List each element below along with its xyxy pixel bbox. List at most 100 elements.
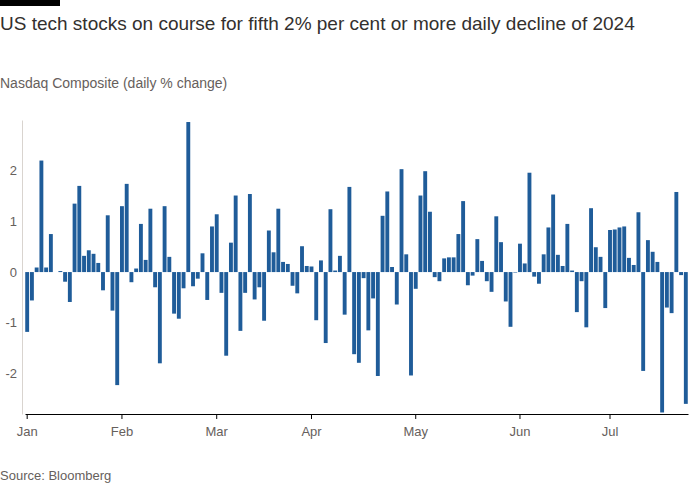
- bar: [509, 272, 513, 327]
- bar: [234, 196, 238, 273]
- bar: [96, 263, 100, 272]
- bar: [144, 260, 148, 272]
- bar: [253, 272, 257, 299]
- bar: [632, 265, 636, 272]
- x-tick: Feb: [111, 414, 133, 439]
- bar: [594, 247, 598, 272]
- bar: [461, 201, 465, 272]
- bar: [613, 229, 617, 272]
- bar: [49, 234, 53, 272]
- y-axis: -2-1012: [5, 121, 22, 415]
- bar: [139, 224, 143, 272]
- x-tick-mark: [121, 414, 122, 419]
- bar: [423, 171, 427, 272]
- bar: [428, 212, 432, 272]
- bar: [343, 272, 347, 315]
- bar: [409, 272, 413, 375]
- bar: [134, 269, 138, 273]
- bar: [371, 272, 375, 298]
- bar: [129, 272, 133, 282]
- x-axis: JanFebMarAprMayJunJul: [17, 414, 689, 439]
- bar: [257, 272, 261, 287]
- bar: [542, 254, 546, 272]
- bar: [523, 263, 527, 272]
- bar: [357, 272, 361, 363]
- bar: [475, 239, 479, 272]
- bar: [224, 272, 228, 356]
- bar: [603, 272, 607, 308]
- bar: [684, 272, 688, 404]
- bar: [646, 240, 650, 272]
- x-tick: Jul: [602, 414, 619, 439]
- bar: [262, 272, 266, 321]
- bar: [518, 244, 522, 272]
- x-tick: Apr: [301, 414, 322, 439]
- bar: [63, 272, 67, 282]
- bar: [674, 192, 678, 272]
- bar: [480, 261, 484, 272]
- bar: [324, 272, 328, 343]
- bar: [182, 272, 186, 288]
- bar: [651, 252, 655, 272]
- bar: [366, 272, 370, 330]
- bar: [73, 204, 77, 272]
- x-tick-label: Apr: [301, 424, 322, 439]
- bar: [295, 272, 299, 293]
- bar: [599, 257, 603, 272]
- bar: [300, 246, 304, 272]
- bar: [622, 226, 626, 272]
- bar: [276, 209, 280, 272]
- bar: [655, 262, 659, 272]
- bar: [177, 272, 181, 319]
- bar: [77, 186, 81, 272]
- bar: [471, 272, 475, 276]
- bar: [111, 272, 115, 311]
- bar: [395, 272, 399, 304]
- y-tick: -2: [5, 366, 22, 381]
- y-tick: 2: [10, 163, 22, 178]
- bar: [120, 206, 124, 272]
- bar: [494, 216, 498, 272]
- bar: [82, 256, 86, 272]
- x-tick-mark: [216, 414, 217, 419]
- bar: [376, 272, 380, 376]
- bar: [352, 272, 356, 354]
- bar: [101, 272, 105, 290]
- x-tick-mark: [311, 414, 312, 419]
- bar: [25, 272, 29, 332]
- bar: [636, 212, 640, 272]
- bar: [565, 224, 569, 272]
- bar: [584, 272, 588, 327]
- y-tick: 0: [10, 265, 22, 280]
- title: US tech stocks on course for fifth 2% pe…: [0, 13, 635, 34]
- x-tick: Jun: [509, 414, 530, 439]
- x-tick-mark: [27, 414, 28, 419]
- bar: [385, 191, 389, 272]
- bar: [528, 173, 532, 272]
- bar: [54, 272, 58, 273]
- x-tick-label: Jan: [17, 424, 38, 439]
- bar: [229, 243, 233, 272]
- bar: [641, 272, 645, 371]
- bar: [125, 184, 129, 272]
- bar: [205, 272, 209, 300]
- bar: [660, 272, 664, 412]
- bar: [504, 272, 508, 301]
- y-tick: -1: [5, 315, 22, 330]
- bar: [196, 272, 200, 279]
- bar: [347, 187, 351, 272]
- bar: [220, 272, 224, 293]
- bar: [243, 272, 247, 293]
- bar: [248, 194, 252, 272]
- bar: [618, 227, 622, 272]
- bar: [87, 250, 91, 272]
- bar: [328, 209, 332, 272]
- bar: [310, 266, 314, 272]
- bar: [561, 266, 565, 272]
- bars: [25, 122, 688, 412]
- bar: [414, 272, 418, 289]
- bar: [390, 267, 394, 272]
- bar: [44, 268, 48, 273]
- bar: [186, 122, 190, 272]
- bar: [267, 231, 271, 273]
